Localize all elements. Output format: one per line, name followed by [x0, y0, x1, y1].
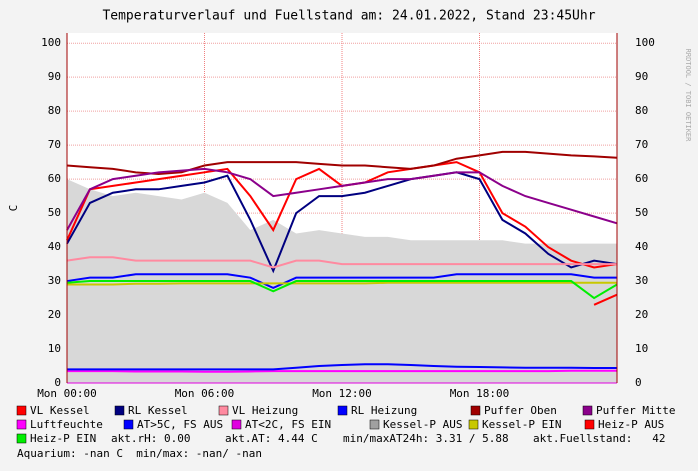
y-axis-label: C [7, 205, 20, 212]
footer-text: Aquarium: -nan C min/max: -nan/ -nan [17, 447, 262, 460]
y-tick-label-right: 30 [635, 274, 648, 287]
line [67, 369, 617, 373]
y-tick-label-right: 80 [635, 104, 648, 117]
y-tick-label-right: 100 [635, 36, 655, 49]
legend-swatch [16, 433, 27, 444]
y-tick-label-right: 50 [635, 206, 648, 219]
x-tick-label: Mon 18:00 [450, 387, 510, 400]
y-tick-label: 0 [54, 376, 61, 389]
legend-swatch [470, 405, 481, 416]
legend-swatch [114, 405, 125, 416]
legend-label: RL Heizung [351, 404, 417, 417]
y-tick-label: 40 [48, 240, 61, 253]
y-tick-label: 100 [41, 36, 61, 49]
y-tick-label-right: 90 [635, 70, 648, 83]
y-tick-label-right: 20 [635, 308, 648, 321]
y-tick-label-right: 40 [635, 240, 648, 253]
line [66, 280, 618, 300]
legend-label: AT>5C, FS AUS [137, 418, 223, 431]
y-tick-label-right: 60 [635, 172, 648, 185]
y-tick-label: 20 [48, 308, 61, 321]
y-tick-label: 30 [48, 274, 61, 287]
y-tick-label-right: 70 [635, 138, 648, 151]
legend-swatch [16, 405, 27, 416]
y-tick-label: 70 [48, 138, 61, 151]
x-tick-label: Mon 06:00 [175, 387, 235, 400]
legend-label: Puffer Oben [484, 404, 557, 417]
legend-label: AT<2C, FS EIN [245, 418, 331, 431]
status-text: akt.rH: 0.00 [111, 432, 190, 445]
legend-swatch [369, 419, 380, 430]
line [66, 150, 618, 176]
y-tick-label: 60 [48, 172, 61, 185]
legend-label: Luftfeuchte [30, 418, 103, 431]
status-text: akt.AT: 4.44 C [225, 432, 318, 445]
y-tick-label-right: 10 [635, 342, 648, 355]
legend-label: RL Kessel [128, 404, 188, 417]
watermark: RRDTOOL / TOBI OETIKER [684, 49, 692, 143]
legend-swatch [582, 405, 593, 416]
y-tick-label-right: 0 [635, 376, 642, 389]
line [66, 167, 618, 231]
status-text: min/maxAT24h: 3.31 / 5.88 [343, 432, 509, 445]
legend-label: Puffer Mitte [596, 404, 675, 417]
line [67, 281, 617, 286]
chart-title: Temperaturverlauf und Fuellstand am: 24.… [102, 9, 595, 24]
status-text: akt.Fuellstand: 42 [533, 432, 665, 445]
legend-swatch [468, 419, 479, 430]
legend-label: Heiz-P EIN [30, 432, 96, 445]
y-tick-label: 90 [48, 70, 61, 83]
line [66, 273, 617, 289]
legend-label: Heiz-P AUS [598, 418, 664, 431]
legend-label: VL Heizung [232, 404, 298, 417]
x-tick-label: Mon 00:00 [37, 387, 97, 400]
legend-label: VL Kessel [30, 404, 90, 417]
line [593, 293, 618, 306]
legend-swatch [584, 419, 595, 430]
legend-swatch [231, 419, 242, 430]
line [66, 256, 617, 269]
x-tick-label: Mon 12:00 [312, 387, 372, 400]
legend-swatch [123, 419, 134, 430]
y-tick-label: 80 [48, 104, 61, 117]
y-tick-label: 10 [48, 342, 61, 355]
legend-label: Kessel-P EIN [482, 418, 561, 431]
line [67, 363, 617, 371]
legend-swatch [16, 419, 27, 430]
legend-swatch [337, 405, 348, 416]
legend-swatch [218, 405, 229, 416]
legend-label: Kessel-P AUS [383, 418, 462, 431]
y-tick-label: 50 [48, 206, 61, 219]
line [66, 171, 618, 274]
